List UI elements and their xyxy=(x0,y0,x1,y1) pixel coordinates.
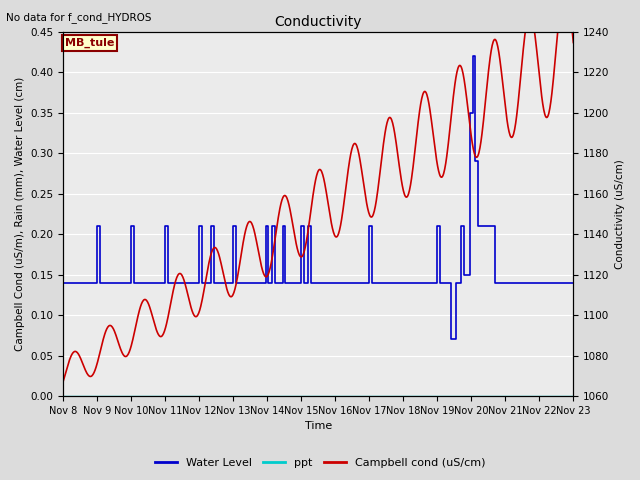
Text: No data for f_cond_HYDROS: No data for f_cond_HYDROS xyxy=(6,12,152,23)
Title: Conductivity: Conductivity xyxy=(275,15,362,29)
Text: MB_tule: MB_tule xyxy=(65,38,115,48)
Y-axis label: Campbell Cond (uS/m), Rain (mm), Water Level (cm): Campbell Cond (uS/m), Rain (mm), Water L… xyxy=(15,77,25,351)
Y-axis label: Conductivity (uS/cm): Conductivity (uS/cm) xyxy=(615,159,625,269)
X-axis label: Time: Time xyxy=(305,421,332,432)
Legend: Water Level, ppt, Campbell cond (uS/cm): Water Level, ppt, Campbell cond (uS/cm) xyxy=(150,453,490,472)
